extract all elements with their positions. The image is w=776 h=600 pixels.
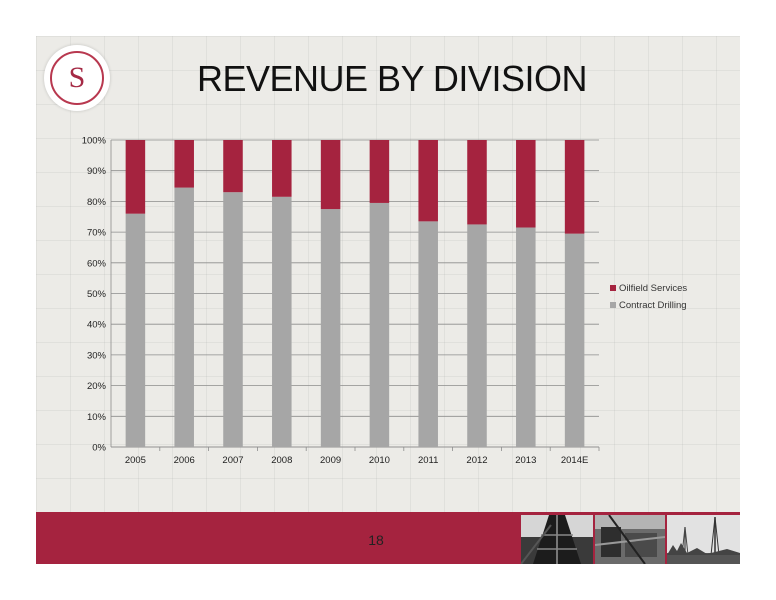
bar-oilfield-services-2009 <box>320 140 341 210</box>
x-tick-label: 2010 <box>369 455 390 466</box>
slide: S REVENUE BY DIVISION 0% 10% 20% 30% 40% 50% 6… <box>36 36 740 564</box>
bar-contract-drilling-2010 <box>369 202 390 447</box>
revenue-chart: 0% 10% 20% 30% 40% 50% 60% 70% 80% 90% 100% 2005 200… <box>82 136 688 467</box>
x-tick-label: 2014E <box>561 455 588 466</box>
x-tick-label: 2006 <box>174 455 195 466</box>
bar-oilfield-services-2011 <box>418 140 438 222</box>
bar-contract-drilling-2009 <box>320 209 341 447</box>
y-tick-label: 90% <box>87 166 107 177</box>
bar-contract-drilling-2007 <box>223 192 243 447</box>
bar-oilfield-services-2014e <box>564 140 585 234</box>
bar-oilfield-services-2005 <box>125 140 146 214</box>
page-number: 18 <box>368 532 384 548</box>
x-tick-label: 2011 <box>418 455 438 466</box>
y-tick-label: 30% <box>87 350 107 361</box>
y-tick-label: 0% <box>92 443 106 454</box>
legend-label: Contract Drilling <box>619 300 687 311</box>
y-tick-label: 70% <box>87 228 107 239</box>
footer-band: 18 <box>36 512 740 564</box>
x-tick-label: 2008 <box>271 455 292 466</box>
bar-contract-drilling-2006 <box>174 187 194 447</box>
legend-swatch <box>610 302 616 308</box>
x-tick-label: 2007 <box>222 455 243 466</box>
x-tick-label: 2013 <box>515 455 536 466</box>
x-tick-label: 2012 <box>466 455 487 466</box>
legend-label: Oilfield Services <box>619 283 687 294</box>
company-logo: S <box>44 45 110 111</box>
bar-contract-drilling-2014e <box>564 233 585 447</box>
y-tick-label: 100% <box>82 136 107 147</box>
drilling-rig-photo-1 <box>521 515 593 564</box>
y-tick-label: 50% <box>87 289 107 300</box>
y-tick-label: 20% <box>87 381 107 392</box>
y-tick-label: 10% <box>87 412 107 423</box>
bar-contract-drilling-2012 <box>467 224 487 447</box>
x-tick-label: 2009 <box>320 455 341 466</box>
y-tick-label: 80% <box>87 197 107 208</box>
logo-letter: S <box>50 51 104 105</box>
x-tick-label: 2005 <box>125 455 146 466</box>
bar-oilfield-services-2013 <box>516 140 536 228</box>
bar-oilfield-services-2010 <box>369 140 390 203</box>
bar-oilfield-services-2012 <box>467 140 487 225</box>
y-tick-label: 40% <box>87 320 107 331</box>
bar-oilfield-services-2006 <box>174 140 194 188</box>
bar-contract-drilling-2011 <box>418 221 438 447</box>
drilling-rig-photo-3 <box>667 515 740 564</box>
bar-oilfield-services-2008 <box>272 140 292 197</box>
bar-contract-drilling-2013 <box>516 227 536 447</box>
bar-contract-drilling-2005 <box>125 213 146 447</box>
bar-oilfield-services-2007 <box>223 140 243 193</box>
bar-contract-drilling-2008 <box>272 196 292 447</box>
legend-swatch <box>610 285 616 291</box>
y-tick-label: 60% <box>87 258 107 269</box>
slide-title: REVENUE BY DIVISION <box>197 58 587 99</box>
drilling-rig-photo-2 <box>595 515 665 564</box>
